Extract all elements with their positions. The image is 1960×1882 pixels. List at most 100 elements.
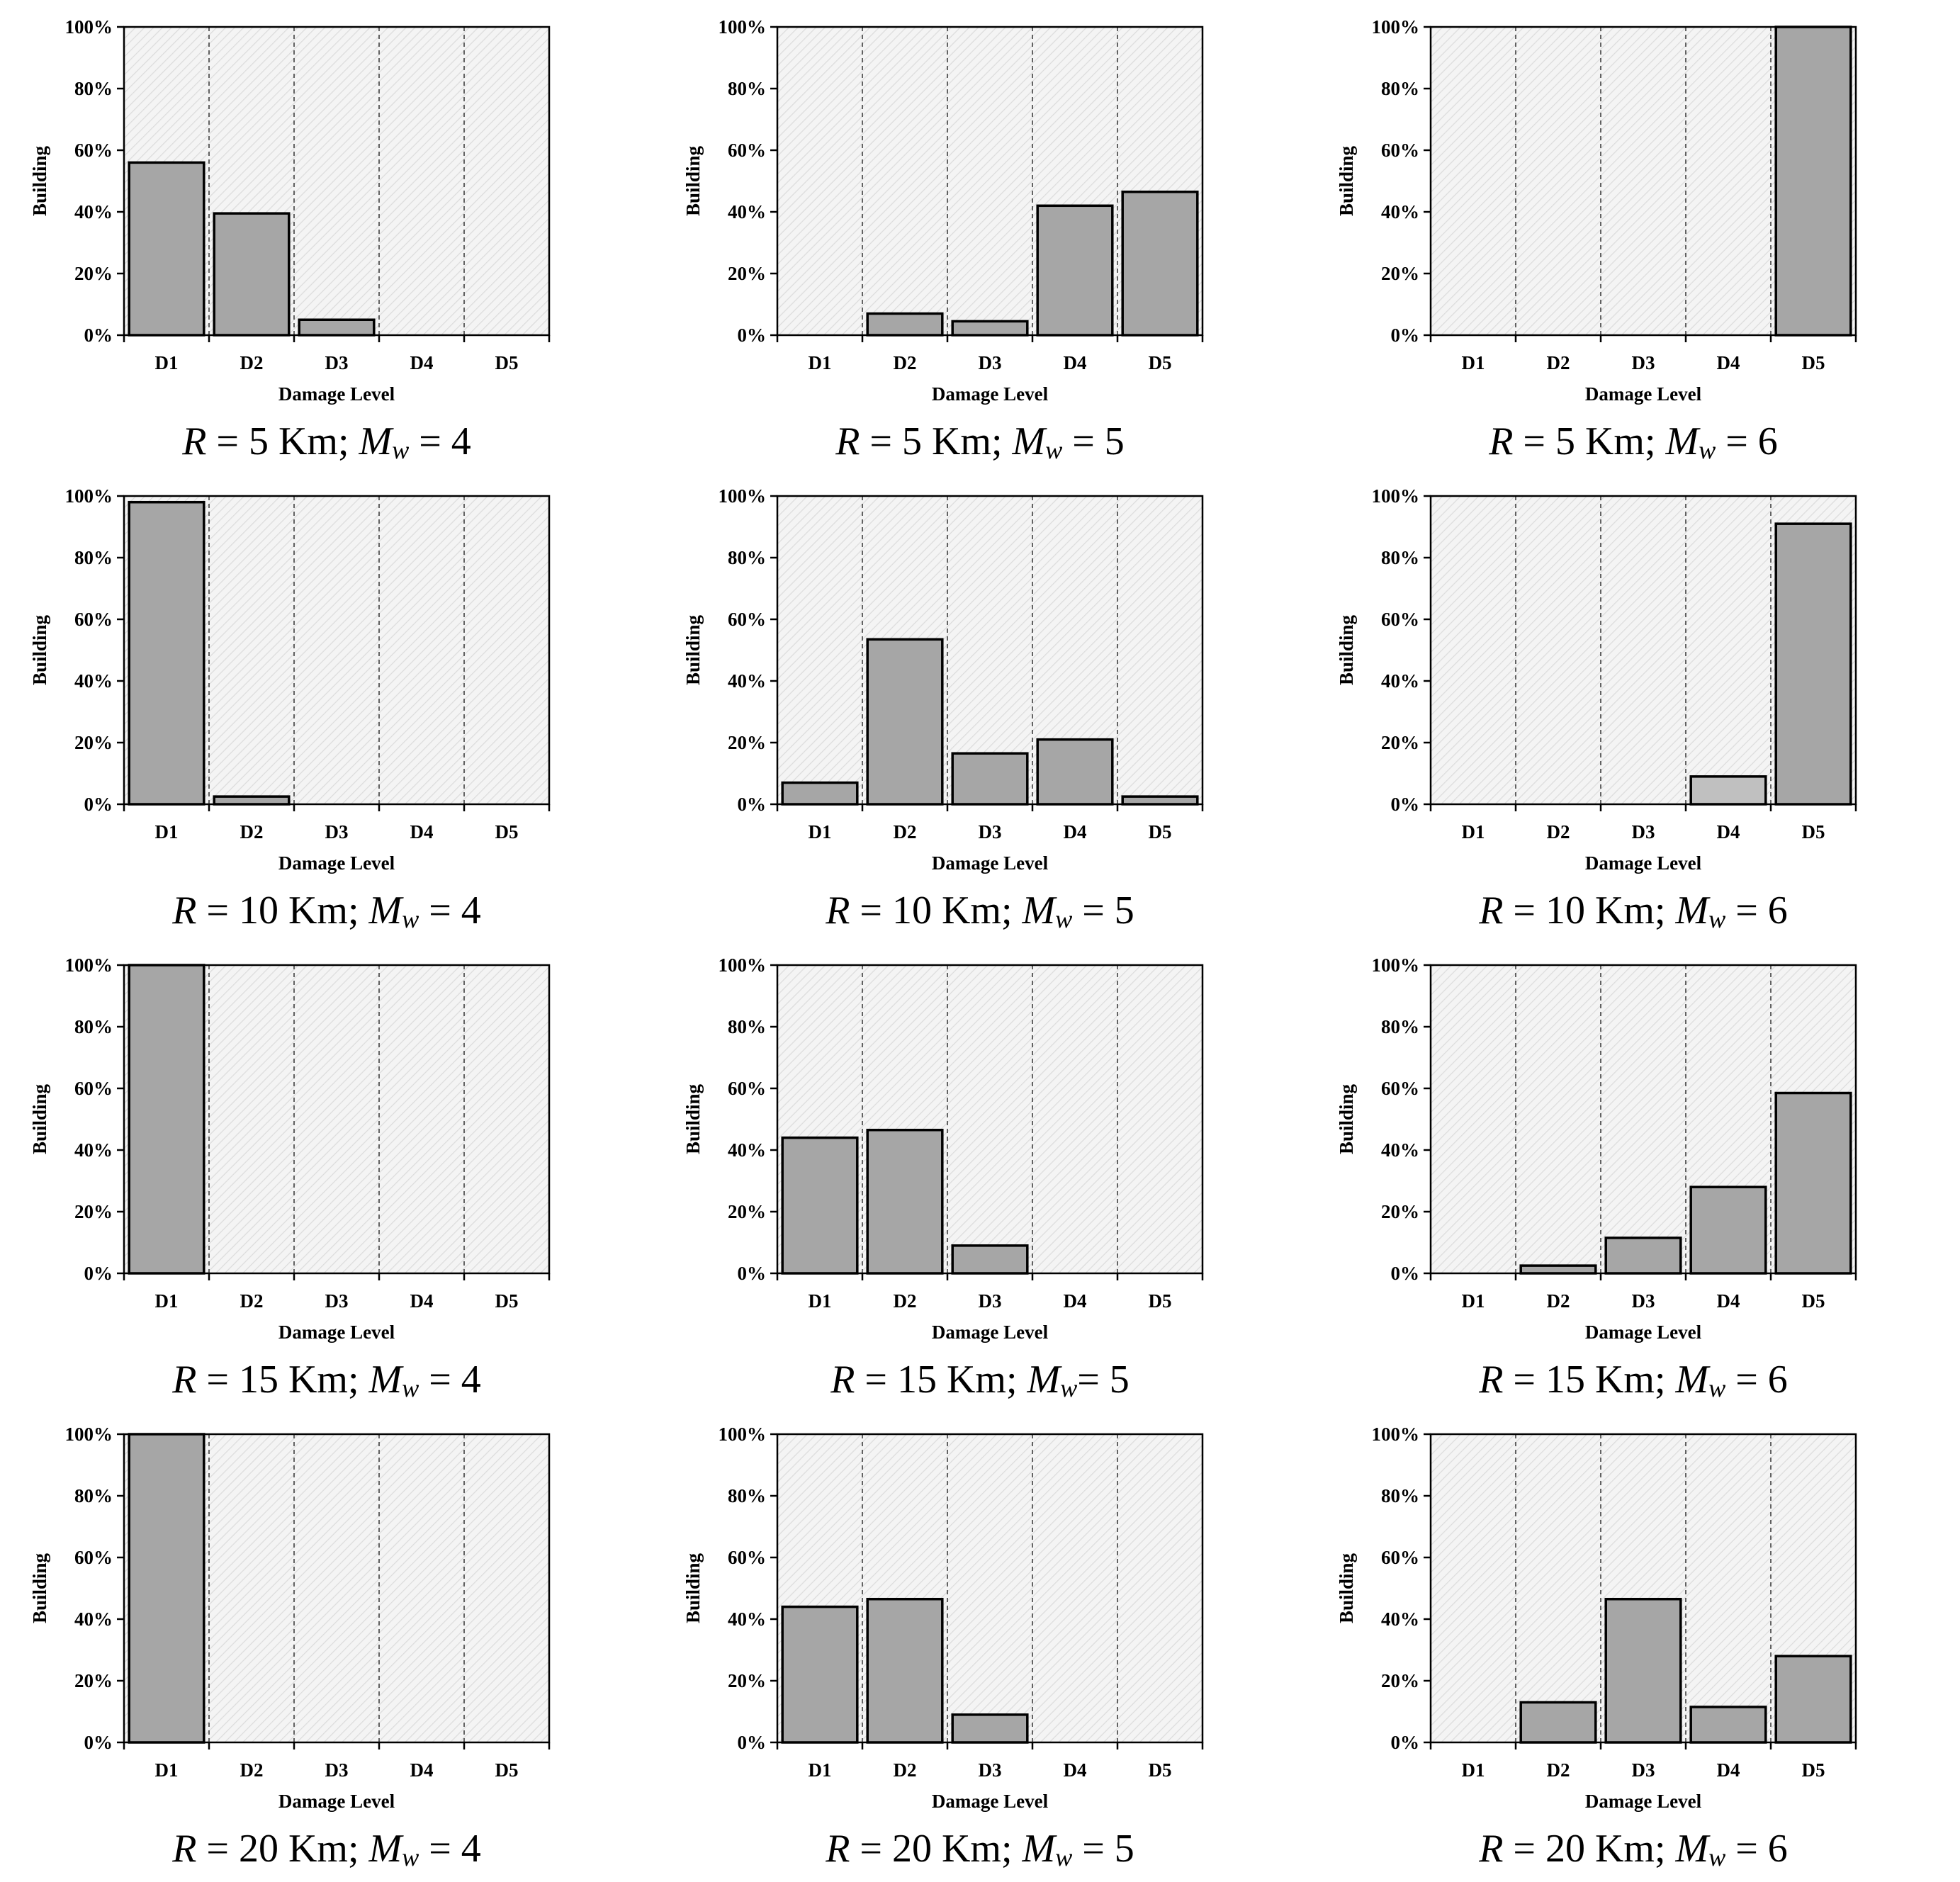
y-axis-label: Building: [29, 1553, 50, 1623]
bar-D5: [1774, 522, 1852, 806]
bar-D3: [298, 318, 376, 337]
caption-r-label: R: [835, 419, 860, 463]
caption-m-subscript: w: [1055, 1843, 1073, 1871]
x-tick-label: D3: [1632, 352, 1655, 373]
panel-caption: R = 20 Km; Mw = 6: [1307, 1824, 1960, 1873]
x-tick-label: D1: [809, 1290, 832, 1312]
caption-m-label: M: [368, 889, 402, 932]
caption-r-text: = 10 Km;: [850, 889, 1023, 932]
caption-m-label: M: [1675, 889, 1709, 932]
y-tick-label: 60%: [728, 1547, 766, 1568]
x-tick-label: D1: [1462, 1290, 1485, 1312]
caption-r-label: R: [1489, 419, 1514, 463]
chart-panel-10: 0% 20% 40% 60% 80% 100% D1 D2 D3 D4 D5 Damage Level…: [0, 1407, 653, 1876]
chart-svg: 0% 20% 40% 60% 80% 100% D1 D2 D3 D4 D5 Damage Level…: [1336, 954, 1857, 1343]
x-axis-label: Damage Level: [932, 1322, 1049, 1343]
caption-m-subscript: w: [402, 1843, 419, 1871]
bar-D3: [951, 1713, 1029, 1744]
x-tick-label: D4: [1064, 1290, 1087, 1312]
x-tick-label: D2: [1547, 821, 1570, 843]
y-tick-label: 80%: [74, 78, 113, 99]
caption-r-text: = 20 Km;: [1503, 1827, 1676, 1871]
panel-caption: R = 20 Km; Mw = 5: [653, 1824, 1307, 1873]
y-tick-label: 0%: [738, 1732, 767, 1753]
caption-m-subscript: w: [1055, 905, 1073, 933]
y-tick-label: 40%: [1381, 1608, 1419, 1630]
chart-panel-8: 0% 20% 40% 60% 80% 100% D1 D2 D3 D4 D5 Damage Level…: [653, 938, 1307, 1407]
caption-m-label: M: [1022, 889, 1056, 932]
caption-m-text: = 4: [419, 1358, 481, 1402]
x-tick-label: D3: [979, 1759, 1002, 1781]
y-tick-label: 20%: [74, 732, 113, 753]
caption-m-subscript: w: [1708, 905, 1726, 933]
bar-D5: [1121, 795, 1199, 806]
y-tick-label: 80%: [1381, 1485, 1419, 1506]
y-tick-label: 60%: [728, 140, 766, 161]
y-tick-label: 20%: [1381, 1201, 1419, 1222]
caption-r-text: = 5 Km;: [860, 419, 1013, 463]
caption-m-subscript: w: [392, 436, 410, 464]
y-tick-label: 80%: [728, 547, 766, 568]
caption-m-subscript: w: [402, 1374, 419, 1402]
y-tick-label: 20%: [1381, 263, 1419, 284]
caption-m-text: = 6: [1725, 1827, 1788, 1871]
y-tick-label: 0%: [84, 1732, 113, 1753]
y-tick-label: 40%: [1381, 1139, 1419, 1161]
y-tick-label: 100%: [719, 485, 767, 507]
caption-m-text: = 5: [1077, 1358, 1130, 1402]
plot-frame: [123, 964, 551, 1275]
caption-m-label: M: [1675, 1827, 1709, 1871]
y-tick-label: 0%: [738, 1263, 767, 1284]
x-tick-label: D3: [979, 1290, 1002, 1312]
caption-m-label: M: [1027, 1358, 1061, 1402]
caption-r-label: R: [1479, 1827, 1504, 1871]
panel-caption: R = 15 Km; Mw= 5: [653, 1355, 1307, 1404]
caption-r-label: R: [172, 1827, 197, 1871]
x-tick-label: D4: [1717, 1290, 1740, 1312]
x-tick-label: D3: [325, 1290, 349, 1312]
bar-D2: [1519, 1701, 1597, 1744]
y-tick-label: 100%: [1372, 954, 1420, 976]
y-tick-label: 0%: [1391, 794, 1420, 815]
plot-frame: [776, 495, 1204, 806]
bar-D1: [128, 1433, 205, 1744]
x-tick-label: D1: [1462, 352, 1485, 373]
plot-frame: [1429, 26, 1857, 337]
y-tick-label: 100%: [1372, 485, 1420, 507]
x-tick-label: D4: [1717, 1759, 1740, 1781]
y-tick-label: 80%: [74, 1485, 113, 1506]
bar-D1: [781, 1136, 859, 1275]
panel-caption: R = 5 Km; Mw = 6: [1307, 417, 1960, 466]
chart-panel-2: 0% 20% 40% 60% 80% 100% D1 D2 D3 D4 D5 Damage Level…: [653, 0, 1307, 469]
bar-D3: [951, 320, 1029, 337]
x-axis-label: Damage Level: [278, 852, 395, 874]
y-tick-label: 80%: [74, 547, 113, 568]
plot-frame: [123, 26, 551, 337]
x-tick-label: D2: [240, 352, 264, 373]
panel-caption: R = 10 Km; Mw = 6: [1307, 886, 1960, 935]
chart-panel-1: 0% 20% 40% 60% 80% 100% D1 D2 D3 D4 D5 Damage Level…: [0, 0, 653, 469]
caption-m-text: = 5: [1062, 419, 1125, 463]
y-axis-label: Building: [29, 145, 50, 216]
bar-D3: [1604, 1597, 1682, 1744]
y-tick-label: 100%: [1372, 1424, 1420, 1445]
y-tick-label: 100%: [65, 954, 113, 976]
y-tick-label: 40%: [74, 201, 113, 222]
bar-D2: [213, 795, 291, 806]
x-axis-label: Damage Level: [1585, 1791, 1702, 1812]
y-tick-label: 0%: [738, 794, 767, 815]
y-tick-label: 20%: [1381, 1670, 1419, 1691]
caption-m-label: M: [1022, 1827, 1056, 1871]
x-tick-label: D5: [1149, 821, 1172, 843]
caption-m-subscript: w: [1708, 1843, 1726, 1871]
y-tick-label: 40%: [728, 201, 766, 222]
bar-D1: [128, 964, 205, 1275]
panel-caption: R = 5 Km; Mw = 5: [653, 417, 1307, 466]
bar-D1: [128, 500, 205, 806]
plot-frame: [1429, 964, 1857, 1275]
x-tick-label: D5: [1149, 352, 1172, 373]
y-axis-label: Building: [29, 614, 50, 685]
bar-D1: [781, 781, 859, 806]
y-tick-label: 0%: [738, 325, 767, 346]
x-tick-label: D3: [1632, 1759, 1655, 1781]
